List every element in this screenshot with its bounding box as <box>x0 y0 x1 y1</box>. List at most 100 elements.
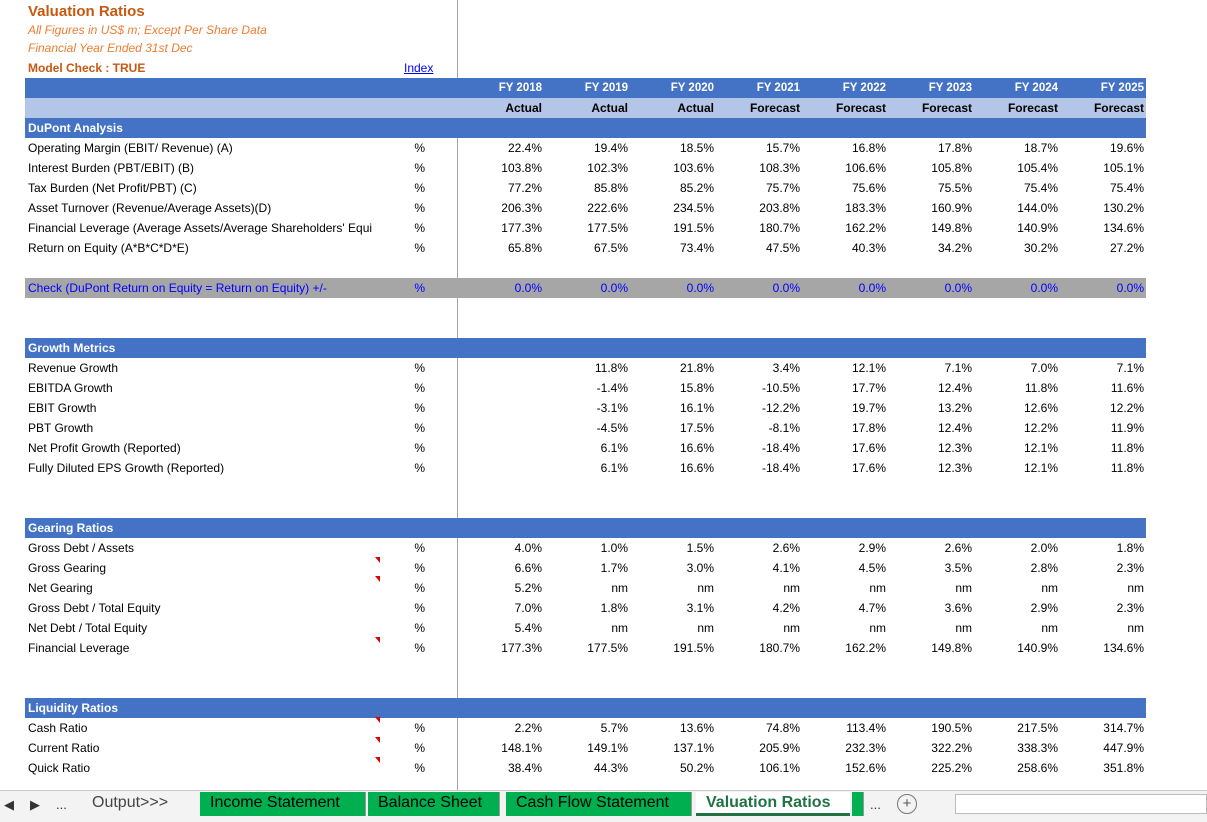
value-cell[interactable]: 103.6% <box>673 161 714 175</box>
value-cell[interactable]: -3.1% <box>596 401 628 415</box>
value-cell[interactable]: 2.8% <box>1030 561 1058 575</box>
value-cell[interactable]: 7.0% <box>514 601 542 615</box>
value-cell[interactable]: 18.7% <box>1023 141 1058 155</box>
table-row[interactable]: EBIT Growth% -3.1% 16.1% -12.2% 19.7% 13.2% 12… <box>0 398 1207 418</box>
value-cell[interactable]: 162.2% <box>845 221 886 235</box>
value-cell[interactable]: 17.7% <box>851 381 886 395</box>
value-cell[interactable]: 160.9% <box>931 201 972 215</box>
value-cell[interactable]: 0.0% <box>600 281 628 295</box>
value-cell[interactable]: 234.5% <box>673 201 714 215</box>
value-cell[interactable]: 17.8% <box>851 421 886 435</box>
value-cell[interactable]: 7.0% <box>1030 361 1058 375</box>
value-cell[interactable]: 3.6% <box>944 601 972 615</box>
value-cell[interactable]: 232.3% <box>845 741 886 755</box>
value-cell[interactable]: 65.8% <box>507 241 542 255</box>
value-cell[interactable]: 2.3% <box>1116 601 1144 615</box>
value-cell[interactable]: 217.5% <box>1017 721 1058 735</box>
value-cell[interactable]: 180.7% <box>759 641 800 655</box>
value-cell[interactable]: 74.8% <box>765 721 800 735</box>
value-cell[interactable]: 3.0% <box>686 561 714 575</box>
value-cell[interactable]: 134.6% <box>1103 641 1144 655</box>
value-cell[interactable]: nm <box>783 621 800 635</box>
table-row[interactable]: Current Ratio% 148.1% 149.1% 137.1% 205.9% 23… <box>0 738 1207 758</box>
value-cell[interactable]: 2.9% <box>858 541 886 555</box>
table-row[interactable]: Fully Diluted EPS Growth (Reported)% 6.1%… <box>0 458 1207 478</box>
tab-valuation-ratios[interactable]: Valuation Ratios <box>696 792 850 816</box>
value-cell[interactable]: 0.0% <box>858 281 886 295</box>
value-cell[interactable]: 137.1% <box>673 741 714 755</box>
value-cell[interactable]: 11.8% <box>1110 441 1144 455</box>
value-cell[interactable]: 351.8% <box>1103 761 1144 775</box>
value-cell[interactable]: 0.0% <box>686 281 714 295</box>
value-cell[interactable]: 1.0% <box>600 541 628 555</box>
comment-indicator-icon[interactable] <box>375 557 380 563</box>
value-cell[interactable]: 12.1% <box>1023 461 1058 475</box>
value-cell[interactable]: 177.3% <box>501 641 542 655</box>
value-cell[interactable]: 7.1% <box>1116 361 1144 375</box>
value-cell[interactable]: 16.6% <box>679 441 714 455</box>
value-cell[interactable]: 130.2% <box>1103 201 1144 215</box>
value-cell[interactable]: 15.7% <box>765 141 800 155</box>
value-cell[interactable]: 203.8% <box>759 201 800 215</box>
value-cell[interactable]: nm <box>1127 621 1144 635</box>
table-row[interactable]: Asset Turnover (Revenue/Average Assets)(… <box>0 198 1207 218</box>
value-cell[interactable]: 0.0% <box>1116 281 1144 295</box>
value-cell[interactable]: 34.2% <box>937 241 972 255</box>
value-cell[interactable]: -4.5% <box>596 421 628 435</box>
value-cell[interactable]: 12.2% <box>1023 421 1058 435</box>
value-cell[interactable]: 11.9% <box>1110 421 1144 435</box>
value-cell[interactable]: 6.1% <box>600 461 628 475</box>
scroll-tabs-right-icon[interactable]: ▶ <box>30 797 40 812</box>
value-cell[interactable]: -8.1% <box>768 421 800 435</box>
scroll-tabs-left-icon[interactable]: ◀ <box>4 797 14 812</box>
tab-income-statement[interactable]: Income Statement <box>200 792 366 816</box>
value-cell[interactable]: -18.4% <box>761 441 800 455</box>
value-cell[interactable]: 4.7% <box>858 601 886 615</box>
value-cell[interactable]: nm <box>869 621 886 635</box>
value-cell[interactable]: 12.4% <box>937 381 972 395</box>
value-cell[interactable]: -12.2% <box>761 401 800 415</box>
value-cell[interactable]: 19.6% <box>1109 141 1144 155</box>
value-cell[interactable]: 19.4% <box>593 141 628 155</box>
value-cell[interactable]: 67.5% <box>593 241 628 255</box>
value-cell[interactable]: 27.2% <box>1109 241 1144 255</box>
value-cell[interactable]: 225.2% <box>931 761 972 775</box>
value-cell[interactable]: 4.2% <box>772 601 800 615</box>
value-cell[interactable]: 0.0% <box>514 281 542 295</box>
table-row[interactable]: Gross Gearing% 6.6% 1.7% 3.0% 4.1% 4.5% 3.5% 2.… <box>0 558 1207 578</box>
value-cell[interactable]: 75.6% <box>851 181 886 195</box>
table-row[interactable]: Net Gearing% 5.2% nm nm nm nm nm nm nm <box>0 578 1207 598</box>
value-cell[interactable]: 77.2% <box>507 181 542 195</box>
value-cell[interactable]: 75.4% <box>1109 181 1144 195</box>
value-cell[interactable]: 5.4% <box>514 621 542 635</box>
table-row[interactable]: Financial Leverage% 177.3% 177.5% 191.5% 180… <box>0 638 1207 658</box>
value-cell[interactable]: 0.0% <box>944 281 972 295</box>
value-cell[interactable]: 12.3% <box>937 441 972 455</box>
value-cell[interactable]: 12.1% <box>1023 441 1058 455</box>
value-cell[interactable]: 205.9% <box>759 741 800 755</box>
value-cell[interactable]: 85.8% <box>593 181 628 195</box>
value-cell[interactable]: 38.4% <box>507 761 542 775</box>
value-cell[interactable]: 50.2% <box>679 761 714 775</box>
value-cell[interactable]: nm <box>1127 581 1144 595</box>
value-cell[interactable]: 191.5% <box>673 641 714 655</box>
value-cell[interactable]: 183.3% <box>845 201 886 215</box>
value-cell[interactable]: nm <box>1041 621 1058 635</box>
value-cell[interactable]: 1.7% <box>600 561 628 575</box>
horizontal-scrollbar[interactable] <box>955 794 1207 814</box>
value-cell[interactable]: 44.3% <box>593 761 628 775</box>
value-cell[interactable]: 5.2% <box>514 581 542 595</box>
value-cell[interactable]: 190.5% <box>931 721 972 735</box>
value-cell[interactable]: 144.0% <box>1017 201 1058 215</box>
more-tabs-left[interactable]: ... <box>56 797 67 812</box>
index-link[interactable]: Index <box>404 61 434 75</box>
value-cell[interactable]: 11.8% <box>594 361 628 375</box>
value-cell[interactable]: 0.0% <box>772 281 800 295</box>
value-cell[interactable]: 2.0% <box>1030 541 1058 555</box>
value-cell[interactable]: 105.8% <box>931 161 972 175</box>
value-cell[interactable]: 15.8% <box>679 381 714 395</box>
comment-indicator-icon[interactable] <box>375 737 380 743</box>
table-row[interactable]: Gross Debt / Total Equity% 7.0% 1.8% 3.1% 4.… <box>0 598 1207 618</box>
value-cell[interactable]: 105.1% <box>1103 161 1144 175</box>
value-cell[interactable]: 11.6% <box>1110 381 1144 395</box>
